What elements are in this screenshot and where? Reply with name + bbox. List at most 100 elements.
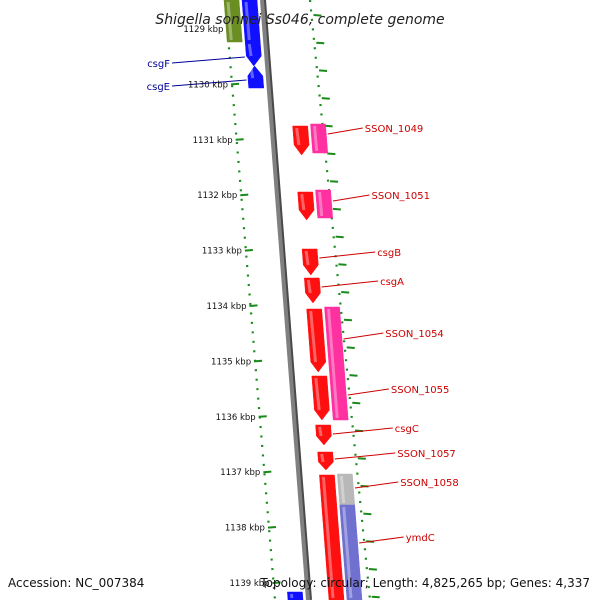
label-leader xyxy=(321,280,379,288)
tick-mark-kbp xyxy=(254,359,263,363)
tick-label: 1131 kbp xyxy=(193,136,233,146)
ruler-tick-mark xyxy=(330,180,339,183)
tick-label: 1133 kbp xyxy=(202,247,242,257)
gene-label: csgA xyxy=(380,277,404,288)
label-leader xyxy=(334,452,396,460)
ruler-tick-mark xyxy=(324,124,333,128)
gene-label: ymdC xyxy=(406,533,435,544)
gene-arrow-highlight xyxy=(226,1,233,41)
label-leader xyxy=(343,332,384,340)
tick-mark-kbp xyxy=(267,526,277,529)
ruler-tick-mark xyxy=(371,595,380,599)
gene-arrow-highlight xyxy=(244,1,251,41)
gene-arrow xyxy=(297,191,315,221)
ruler-tick-mark xyxy=(316,41,325,45)
genome-backbone-line xyxy=(260,0,310,600)
gene-arrow xyxy=(315,189,333,219)
label-leader xyxy=(327,127,363,135)
label-leader xyxy=(319,251,376,259)
ruler-tick-mark xyxy=(349,374,358,377)
gene-arrow-highlight xyxy=(339,475,346,504)
gene-arrow-highlight xyxy=(318,426,323,437)
tick-label: 1132 kbp xyxy=(197,191,237,201)
label-leader-lines xyxy=(171,56,404,544)
gene-arrow xyxy=(310,123,328,154)
gene-arrow xyxy=(223,0,243,43)
tick-label: 1137 kbp xyxy=(220,468,260,478)
gene-arrow-highlight xyxy=(342,506,353,599)
tick-mark-kbp xyxy=(258,415,267,418)
tick-label: 1135 kbp xyxy=(211,357,251,367)
gene-arrow xyxy=(306,308,327,373)
ruler-tick-mark xyxy=(313,14,322,17)
gene-arrow xyxy=(311,375,330,421)
tick-mark-kbp xyxy=(249,304,258,307)
gene-arrow-highlight xyxy=(249,67,255,79)
gene-label: SSON_1058 xyxy=(400,478,459,489)
gene-arrow-highlight xyxy=(306,279,312,294)
label-leader xyxy=(171,56,245,64)
tick-mark-kbp xyxy=(263,470,272,474)
gene-label: SSON_1054 xyxy=(385,329,444,340)
gene-arrow-highlight xyxy=(321,476,335,599)
gene-arrow-highlight xyxy=(247,43,253,57)
gene-arrow xyxy=(287,591,304,600)
label-leader xyxy=(354,481,399,489)
gene-arrow xyxy=(244,41,262,67)
tick-mark-kbp xyxy=(244,249,253,252)
gene-arrow-highlight xyxy=(320,453,325,463)
tick-mark-kbp xyxy=(272,581,281,584)
ruler-tick-mark xyxy=(346,346,355,349)
gene-arrow-highlight xyxy=(300,193,306,211)
gene-labels: csgF csgE SSON_1049 SSON_1051 csgB csgA SSON_1… xyxy=(147,59,459,544)
gene-label: SSON_1055 xyxy=(391,385,450,396)
gene-label: csgF xyxy=(147,59,170,70)
ruler-tick-mark xyxy=(327,152,336,156)
gene-arrow xyxy=(317,451,334,471)
page-title: Shigella sonnei Ss046, complete genome xyxy=(155,12,444,28)
gene-label: SSON_1057 xyxy=(397,449,456,460)
label-leader xyxy=(347,388,389,396)
gene-track xyxy=(223,0,363,600)
gene-arrow-highlight xyxy=(289,593,294,599)
ruler-tick-mark xyxy=(341,291,350,294)
label-leader xyxy=(332,427,393,435)
gene-arrow xyxy=(301,248,319,276)
tick-mark-kbp xyxy=(230,82,240,86)
ruler-tick-mark xyxy=(368,568,377,571)
gene-arrow-highlight xyxy=(313,125,319,152)
tick-label: 1136 kbp xyxy=(216,413,256,423)
gene-arrow xyxy=(339,504,363,600)
tick-mark-kbp xyxy=(240,193,249,197)
gene-arrow xyxy=(319,474,345,600)
ruler-tick-mark xyxy=(321,97,330,100)
gene-arrow xyxy=(315,424,332,446)
gene-label: SSON_1049 xyxy=(365,124,424,135)
accession-text: Accession: NC_007384 xyxy=(8,576,144,590)
gene-arrow-highlight xyxy=(318,191,324,217)
tick-label: 1130 kbp xyxy=(188,80,228,90)
gene-arrow xyxy=(292,125,310,156)
ruler-tick-mark xyxy=(363,512,372,516)
gene-arrow-highlight xyxy=(327,308,339,419)
label-leader xyxy=(171,79,247,87)
ruler-tick-mark xyxy=(335,235,344,239)
gene-arrow xyxy=(324,306,349,421)
ruler-tick-mark xyxy=(332,207,341,211)
gene-arrow-highlight xyxy=(309,310,318,363)
gene-label: SSON_1051 xyxy=(372,191,431,202)
tick-mark-kbp xyxy=(235,138,244,141)
ruler-tick-mark xyxy=(357,457,366,460)
label-leader xyxy=(332,194,370,202)
tick-labels: 1129 kbp 1130 kbp 1131 kbp 1132 kbp 1133 kbp… xyxy=(183,25,281,589)
ruler-tick-mark xyxy=(318,69,328,72)
gene-label: csgC xyxy=(395,424,419,435)
label-leader xyxy=(359,536,404,544)
gene-arrow-highlight xyxy=(304,250,310,266)
genome-backbone xyxy=(260,0,312,600)
tick-label: 1134 kbp xyxy=(206,302,246,312)
gene-arrow-highlight xyxy=(295,127,301,146)
topology-text: Topology: circular; Length: 4,825,265 bp… xyxy=(259,576,590,590)
gene-arrow xyxy=(337,473,355,506)
